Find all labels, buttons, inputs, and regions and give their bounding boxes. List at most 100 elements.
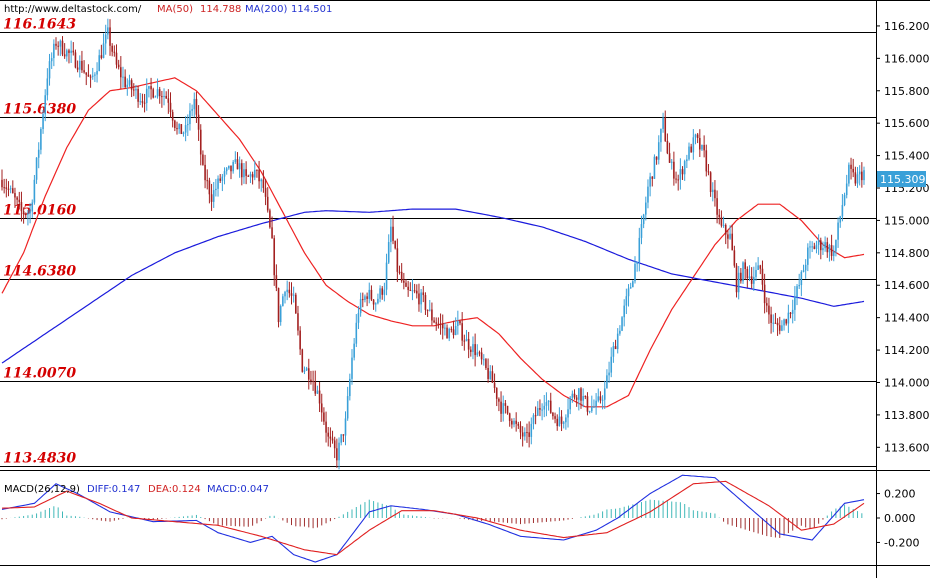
candle-body: [450, 328, 453, 330]
candle-body: [303, 370, 306, 372]
candle-body: [532, 415, 535, 424]
candle-body: [515, 420, 517, 424]
candle-body: [171, 112, 174, 121]
candle-body: [78, 60, 81, 70]
candle-body: [215, 188, 217, 191]
candle-body: [776, 322, 779, 326]
candle-body: [463, 340, 466, 342]
candle-body: [70, 50, 72, 53]
candle-body: [31, 202, 34, 212]
level-label: 113.4830: [3, 451, 76, 467]
candle-body: [202, 154, 204, 165]
candle-body: [826, 242, 829, 253]
candle-body: [686, 159, 688, 162]
candle-body: [249, 174, 252, 177]
candle-body: [647, 186, 649, 203]
candle-body: [288, 289, 291, 294]
candle-body: [286, 289, 288, 292]
candle-body: [770, 314, 772, 323]
candle-body: [701, 144, 703, 150]
macd-value: MACD:0.047: [207, 484, 269, 495]
candle-body: [44, 95, 47, 115]
candle-body: [802, 270, 805, 272]
candle-body: [843, 195, 846, 206]
candle-body: [796, 286, 798, 297]
macd-dea: DEA:0.124: [148, 484, 201, 495]
candle-body: [761, 268, 764, 285]
candle-body: [379, 288, 381, 299]
candle-body: [143, 102, 146, 104]
candle-body: [748, 276, 751, 279]
candle-body: [856, 174, 859, 184]
candle-body: [526, 432, 528, 434]
candle-body: [221, 176, 224, 181]
candle-body: [156, 89, 159, 97]
candle-body: [351, 357, 353, 379]
candle-body: [282, 296, 284, 306]
candle-body: [657, 142, 660, 160]
candle-body: [765, 303, 768, 306]
candle-body: [733, 250, 736, 266]
candle-body: [474, 344, 476, 356]
candle-body: [1, 179, 3, 188]
candle-body: [791, 309, 794, 314]
candle-body: [94, 74, 96, 76]
candle-body: [243, 169, 245, 178]
candle-body: [3, 187, 5, 189]
candle-body: [439, 323, 442, 325]
candle-body: [781, 325, 783, 331]
candle-body: [318, 390, 321, 404]
candle-body: [472, 344, 474, 353]
candle-body: [491, 371, 494, 383]
candle-body: [830, 245, 833, 256]
candle-body: [621, 317, 623, 331]
candle-body: [614, 346, 617, 350]
candle-body: [329, 436, 332, 439]
candle-body: [18, 199, 21, 203]
candle-body: [850, 164, 852, 169]
candle-body: [549, 400, 552, 413]
candle-body: [539, 408, 541, 410]
price-tick-label: 113.800: [884, 409, 930, 422]
candle-body: [312, 381, 314, 383]
candle-body: [835, 239, 837, 252]
price-tick-label: 114.000: [884, 376, 930, 389]
candle-body: [692, 137, 695, 153]
candle-body: [580, 388, 582, 401]
candle-body: [465, 338, 468, 342]
candle-body: [595, 400, 597, 407]
candle-body: [627, 288, 630, 297]
candle-body: [331, 438, 334, 441]
candle-body: [37, 149, 40, 158]
candle-body: [519, 425, 522, 433]
level-label: 115.6380: [3, 102, 76, 118]
candle-body: [7, 188, 10, 190]
candle-body: [66, 50, 68, 57]
candle-body: [644, 202, 647, 215]
site-url[interactable]: http://www.deltastock.com/: [4, 4, 142, 15]
candle-body: [757, 265, 759, 271]
candle-body: [858, 171, 861, 175]
candle-body: [718, 214, 721, 218]
candle-body: [81, 60, 83, 71]
candle-body: [271, 227, 273, 239]
candle-body: [651, 176, 654, 179]
candle-body: [824, 242, 826, 249]
candle-body: [29, 211, 31, 214]
candle-body: [117, 64, 120, 68]
candle-body: [809, 246, 811, 248]
candle-body: [206, 180, 209, 182]
candle-body: [586, 396, 589, 412]
candle-body: [433, 320, 435, 323]
candle-body: [603, 388, 606, 400]
candle-body: [569, 397, 571, 410]
candle-body: [807, 247, 809, 265]
candle-body: [593, 406, 595, 408]
candle-body: [9, 188, 12, 190]
candle-body: [822, 248, 824, 251]
candle-body: [556, 418, 559, 427]
candle-body: [415, 290, 418, 294]
candle-body: [413, 290, 416, 292]
candle-body: [670, 161, 673, 163]
candle-body: [400, 271, 403, 281]
